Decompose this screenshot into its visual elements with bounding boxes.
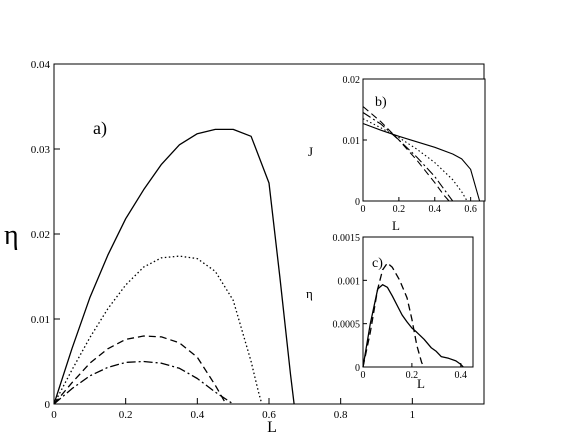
inset_b-x-tick-label: 0.4	[429, 204, 442, 215]
main-x-tick-label: 1	[410, 409, 416, 421]
inset_c-y-tick-label: 0	[355, 363, 360, 374]
inset-c-panel-label: c)	[372, 256, 383, 271]
inset_b-y-tick-label: 0.01	[343, 136, 361, 147]
inset_b-x-tick-label: 0	[361, 204, 366, 215]
inset-b-y-axis-label: J	[308, 144, 313, 159]
inset_b-y-tick-label: 0.02	[343, 75, 361, 86]
main-y-tick-label: 0.01	[31, 314, 50, 326]
inset_b-series-solid-line	[362, 122, 481, 202]
inset_c-x-tick-label: 0.4	[455, 370, 468, 381]
main-y-axis-label: η	[4, 220, 19, 251]
main-x-tick-label: 0.2	[119, 409, 133, 421]
inset_b-series-dashdot-line	[362, 112, 454, 202]
inset-b-panel-label: b)	[375, 95, 387, 110]
main-x-tick-label: 0.6	[262, 409, 276, 421]
main-y-tick-label: 0.04	[31, 59, 51, 71]
inset_c-frame	[362, 236, 474, 368]
main-chart: 0 0.2 0.4 0.6 0.8 1 0 0.01 0.02 0.03 0.04	[31, 59, 485, 421]
main-x-tick-label: 0	[51, 409, 57, 421]
inset_c-y-tick-label: 0.001	[338, 276, 361, 287]
inset_b-series-dotted-line	[362, 118, 468, 202]
inset_c-y-tick-label: 0.0015	[333, 233, 361, 244]
main-x-tick-label: 0.4	[190, 409, 204, 421]
inset_c-series-solid-line	[362, 284, 464, 368]
main-y-tick-label: 0.02	[31, 229, 50, 241]
inset-b-x-axis-label: L	[392, 218, 400, 233]
inset_c-x-tick-label: 0	[361, 370, 366, 381]
main-series-solid-line	[53, 128, 295, 405]
inset_c-series-dashed-line	[362, 262, 425, 368]
main-y-tick-label: 0.03	[31, 144, 51, 156]
main-series-dashed-line	[53, 335, 227, 405]
inset-c-background	[363, 237, 473, 367]
main-series-dashdot-line	[53, 360, 234, 405]
inset-b-chart: 0 0.2 0.4 0.6 0 0.01 0.02	[343, 75, 486, 215]
inset-c-y-axis-label: η	[306, 286, 313, 301]
inset-c-chart: 0 0.2 0.4 0 0.0005 0.001 0.0015	[333, 233, 474, 381]
main-y-tick-label: 0	[45, 399, 51, 411]
inset-c-x-axis-label: L	[417, 376, 425, 391]
inset-b-background	[363, 79, 485, 201]
main-x-axis-label: L	[267, 419, 277, 436]
inset_b-x-tick-label: 0.2	[393, 204, 406, 215]
main-panel-label: a)	[93, 118, 107, 139]
inset_c-y-tick-label: 0.0005	[333, 320, 361, 331]
inset_b-y-tick-label: 0	[355, 197, 360, 208]
main-x-tick-label: 0.8	[334, 409, 348, 421]
inset_b-series-dashed-line	[362, 106, 450, 202]
inset_b-x-tick-label: 0.6	[464, 204, 477, 215]
main-series-dotted-line	[53, 255, 263, 405]
inset_c-x-tick-label: 0.2	[406, 370, 419, 381]
